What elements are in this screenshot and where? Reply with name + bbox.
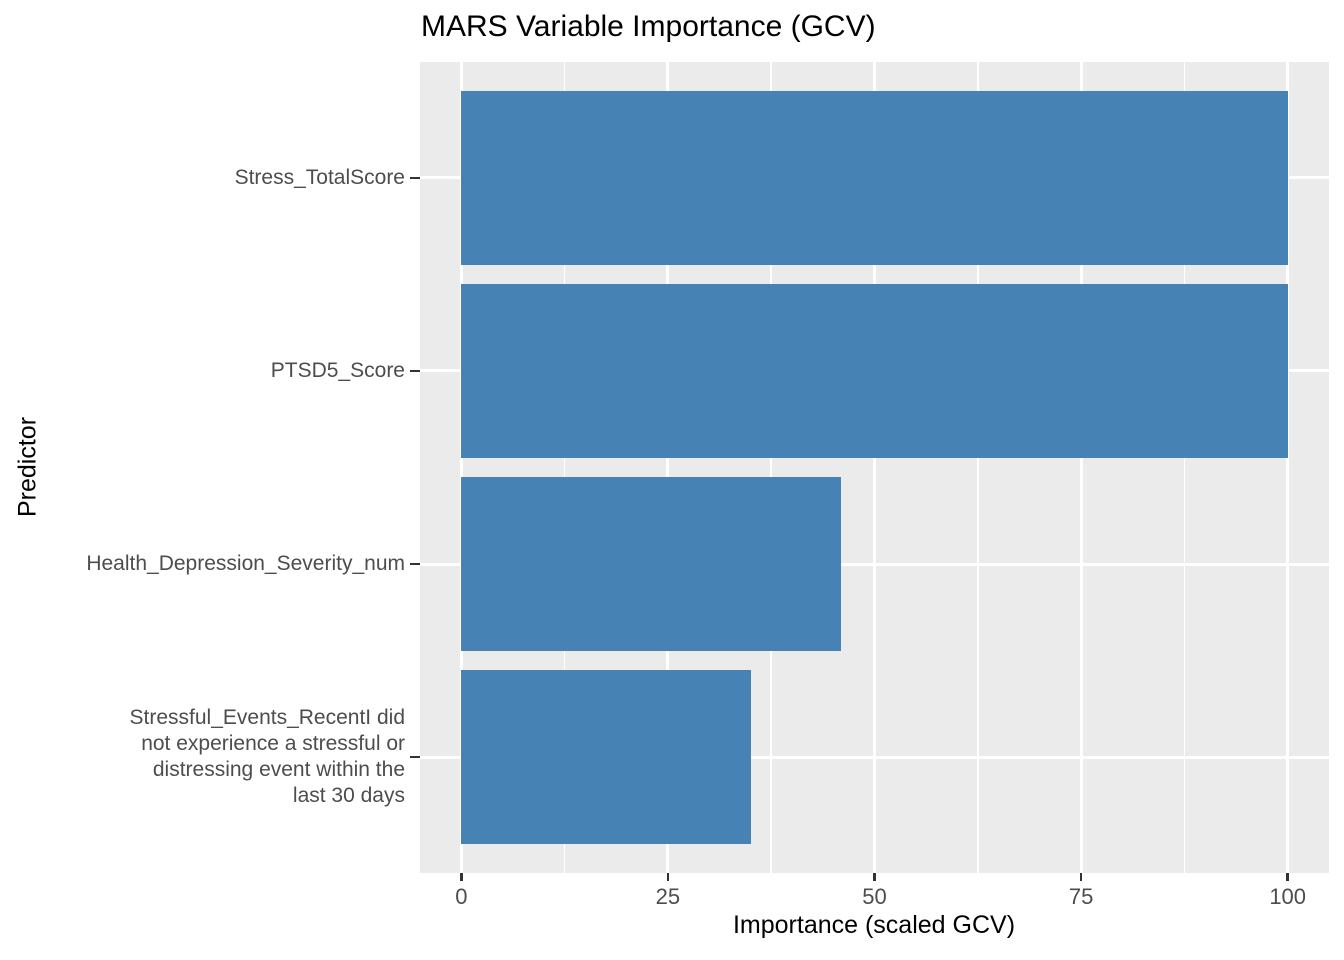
major-gridline	[459, 62, 463, 873]
y-tick-label: Health_Depression_Severity_num	[86, 552, 405, 576]
x-axis-title: Importance (scaled GCV)	[732, 911, 1016, 939]
y-tick-mark	[410, 755, 420, 759]
x-tick-label: 25	[655, 884, 681, 909]
major-gridline	[873, 62, 876, 873]
y-tick-mark	[410, 176, 420, 180]
bar	[461, 90, 1288, 265]
x-tick-label: 75	[1068, 884, 1094, 909]
major-gridline	[666, 62, 670, 873]
x-tick-mark	[666, 873, 670, 881]
x-tick-label: 0	[455, 884, 468, 909]
x-tick-mark	[1286, 873, 1289, 881]
x-tick-mark	[873, 873, 876, 881]
chart-title: MARS Variable Importance (GCV)	[421, 10, 876, 43]
y-tick-label: PTSD5_Score	[270, 358, 405, 382]
x-tick-mark	[1079, 873, 1083, 881]
minor-gridline	[1183, 62, 1186, 873]
minor-gridline	[770, 62, 772, 873]
y-tick-mark	[410, 562, 420, 566]
bar	[461, 670, 751, 845]
major-gridline	[1079, 62, 1083, 873]
major-gridline	[1286, 62, 1290, 873]
y-tick-label: Stressful_Events_RecentI did not experie…	[129, 706, 405, 808]
x-tick-label: 100	[1269, 884, 1307, 909]
minor-gridline	[977, 62, 979, 873]
major-gridline-horizontal	[420, 755, 1329, 759]
bar	[461, 284, 1288, 458]
plot-panel	[420, 62, 1329, 873]
x-tick-label: 50	[862, 884, 887, 909]
minor-gridline	[563, 62, 566, 873]
bar	[461, 477, 842, 651]
major-gridline-horizontal	[420, 562, 1329, 566]
y-tick-mark	[410, 369, 420, 373]
x-tick-mark	[460, 873, 463, 881]
y-axis-title: Predictor	[13, 416, 42, 518]
y-tick-label: Stress_TotalScore	[234, 165, 405, 189]
